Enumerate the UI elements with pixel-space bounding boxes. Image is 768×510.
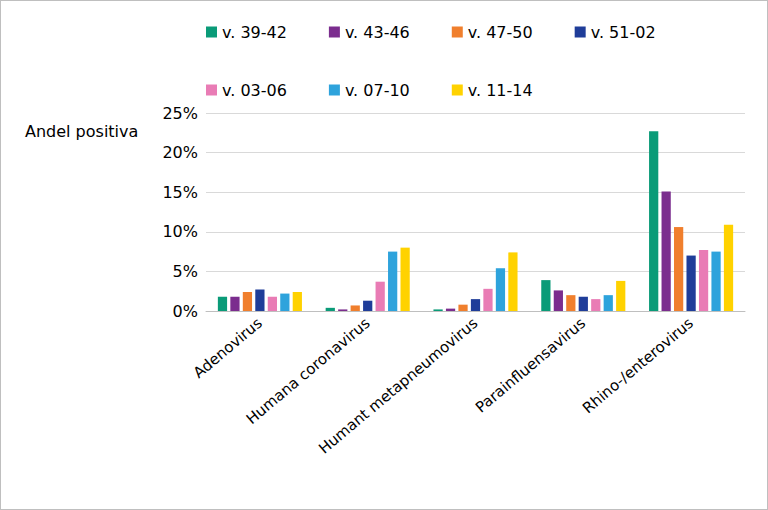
svg-text:15%: 15% xyxy=(162,183,198,202)
svg-text:v. 03-06: v. 03-06 xyxy=(222,81,287,100)
svg-text:5%: 5% xyxy=(173,262,198,281)
svg-text:25%: 25% xyxy=(162,104,198,123)
svg-text:v. 47-50: v. 47-50 xyxy=(468,23,533,42)
svg-text:Humant metapneumovirus: Humant metapneumovirus xyxy=(315,314,481,458)
svg-text:0%: 0% xyxy=(173,302,198,321)
svg-text:Adenovirus: Adenovirus xyxy=(190,314,266,382)
svg-text:Humana coronavirus: Humana coronavirus xyxy=(242,314,374,428)
svg-text:v. 43-46: v. 43-46 xyxy=(345,23,410,42)
svg-text:Andel positiva: Andel positiva xyxy=(25,122,138,141)
svg-text:Rhino-/enterovirus: Rhino-/enterovirus xyxy=(579,314,697,417)
svg-text:v. 51-02: v. 51-02 xyxy=(591,23,656,42)
svg-text:20%: 20% xyxy=(162,143,198,162)
svg-text:Parainfluensavirus: Parainfluensavirus xyxy=(472,314,589,417)
svg-text:v. 07-10: v. 07-10 xyxy=(345,81,410,100)
svg-text:v. 39-42: v. 39-42 xyxy=(222,23,287,42)
svg-text:v. 11-14: v. 11-14 xyxy=(468,81,533,100)
svg-text:10%: 10% xyxy=(162,222,198,241)
